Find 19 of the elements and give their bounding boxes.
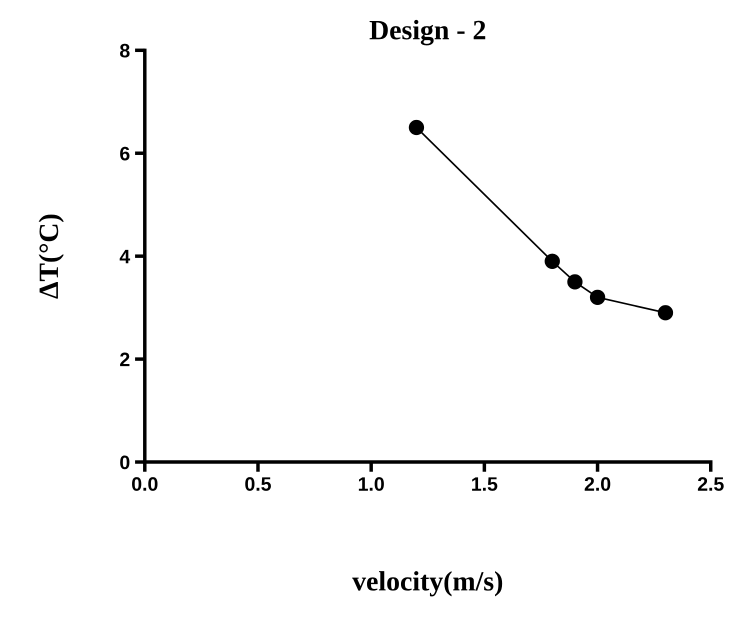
x-axis-title: velocity(m/s) <box>352 571 502 596</box>
point <box>567 274 583 290</box>
y-tick-label: 4 <box>120 250 130 264</box>
x-tick-label: 2.5 <box>698 477 724 491</box>
y-tick-label: 0 <box>120 455 130 470</box>
y-tick-label: 2 <box>120 352 130 366</box>
y-tick-label: 6 <box>120 146 130 160</box>
chart-title: Design - 2 <box>370 20 486 46</box>
y-tick-label: 8 <box>120 44 130 58</box>
x-tick-label: 1.5 <box>472 477 498 491</box>
point <box>544 254 560 269</box>
x-tick-label: 2.0 <box>584 477 610 491</box>
point <box>408 120 424 136</box>
x-tick-label: 0.5 <box>245 477 271 491</box>
y-axis-title: ΔT(°C) <box>38 214 64 299</box>
x-tick-label: 1.0 <box>358 477 384 491</box>
point <box>658 305 674 320</box>
x-tick-label: 0.0 <box>132 477 158 491</box>
point <box>590 290 606 305</box>
